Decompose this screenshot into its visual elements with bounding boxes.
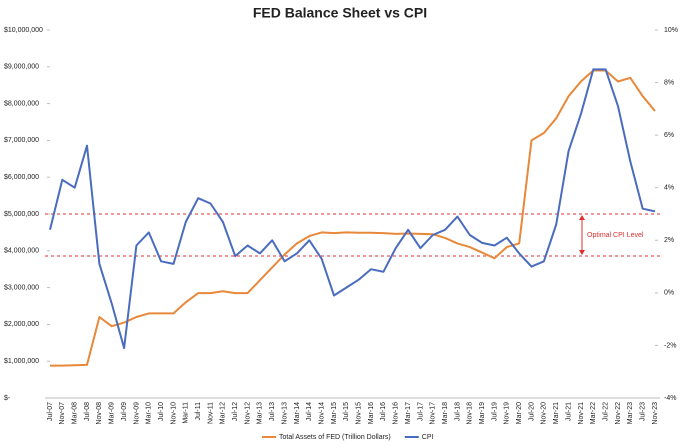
x-tick-label: Mar-17 <box>405 402 412 424</box>
x-tick-label: Nov-09 <box>133 402 140 425</box>
x-tick-label: Jul-19 <box>491 402 498 421</box>
y2-tick-label: -2% <box>664 342 676 349</box>
x-tick-label: Mar-08 <box>72 402 79 424</box>
series-line <box>49 68 656 350</box>
arrow-head <box>579 250 585 256</box>
x-tick-label: Nov-19 <box>504 402 511 425</box>
y-tick-label: $10,000,000 <box>4 27 43 34</box>
x-tick-label: Jul-22 <box>602 402 609 421</box>
y-tick-label: $4,000,000 <box>4 248 39 255</box>
y-tick-label: $1,000,000 <box>4 358 39 365</box>
x-tick-label: Mar-22 <box>590 402 597 424</box>
x-tick-label: Mar-12 <box>220 402 227 424</box>
x-tick-label: Nov-10 <box>170 402 177 425</box>
x-tick-label: Nov-13 <box>281 402 288 425</box>
y-tick-label: $5,000,000 <box>4 211 39 218</box>
y-tick-label: $- <box>4 395 11 402</box>
x-tick-label: Nov-18 <box>467 402 474 425</box>
legend-label: CPI <box>422 434 434 441</box>
x-tick-label: Jul-13 <box>269 402 276 421</box>
chart-title: FED Balance Sheet vs CPI <box>253 5 427 21</box>
y-tick-label: $3,000,000 <box>4 284 39 291</box>
x-tick-label: Mar-10 <box>146 402 153 424</box>
x-tick-label: Jul-11 <box>195 402 202 421</box>
x-tick-label: Nov-22 <box>615 402 622 425</box>
x-tick-label: Mar-09 <box>109 402 116 424</box>
x-tick-label: Jul-15 <box>343 402 350 421</box>
x-tick-label: Nov-11 <box>207 402 214 424</box>
x-tick-label: Jul-17 <box>417 402 424 421</box>
x-tick-label: Mar-16 <box>368 402 375 424</box>
arrow-head <box>579 215 585 220</box>
x-tick-label: Mar-14 <box>294 402 301 424</box>
y2-tick-label: 10% <box>664 27 678 34</box>
legend-label: Total Assets of FED (Trillion Dollars) <box>279 434 391 441</box>
x-tick-label: Nov-08 <box>96 402 103 425</box>
y-tick-label: $6,000,000 <box>4 174 39 181</box>
x-tick-label: Jul-21 <box>565 402 572 421</box>
x-tick-label: Jul-14 <box>306 402 313 421</box>
x-tick-label: Mar-21 <box>553 402 560 424</box>
y-tick-label: $7,000,000 <box>4 137 39 144</box>
y2-tick-label: 2% <box>664 237 674 244</box>
x-tick-label: Mar-15 <box>331 402 338 424</box>
x-tick-label: Jul-07 <box>47 402 54 421</box>
x-tick-label: Jul-20 <box>528 402 535 421</box>
x-tick-label: Mar-19 <box>479 402 486 424</box>
annotation: Optimal CPI Level <box>587 232 644 239</box>
x-tick-label: Mar-18 <box>442 402 449 424</box>
y2-tick-label: 8% <box>664 79 674 86</box>
y2-tick-label: -4% <box>664 395 676 402</box>
y-tick-label: $8,000,000 <box>4 100 39 107</box>
x-tick-label: Mar-23 <box>627 402 634 424</box>
x-tick-label: Nov-20 <box>541 402 548 425</box>
x-tick-label: Nov-12 <box>244 402 251 425</box>
series-line <box>50 69 656 367</box>
x-tick-label: Jul-09 <box>121 402 128 421</box>
x-tick-label: Jul-12 <box>232 402 239 421</box>
y-tick-label: $9,000,000 <box>4 64 39 71</box>
x-tick-label: Nov-21 <box>578 402 585 425</box>
x-tick-label: Mar-13 <box>257 402 264 424</box>
x-tick-label: Nov-15 <box>356 402 363 425</box>
x-tick-label: Jul-10 <box>158 402 165 421</box>
x-tick-label: Jul-16 <box>380 402 387 421</box>
x-tick-label: Nov-16 <box>393 402 400 425</box>
y2-tick-label: 0% <box>664 290 674 297</box>
x-tick-label: Mar-11 <box>183 402 190 424</box>
y2-tick-label: 4% <box>664 185 674 192</box>
x-tick-label: Nov-17 <box>430 402 437 425</box>
x-tick-label: Jul-08 <box>84 402 91 421</box>
x-tick-label: Nov-07 <box>59 402 66 425</box>
x-tick-label: Jul-23 <box>639 402 646 421</box>
x-tick-label: Jul-18 <box>454 402 461 421</box>
x-tick-label: Nov-14 <box>318 402 325 425</box>
y-tick-label: $2,000,000 <box>4 321 39 328</box>
x-tick-label: Mar-20 <box>516 402 523 424</box>
y2-tick-label: 6% <box>664 132 674 139</box>
x-tick-label: Nov-23 <box>652 402 659 425</box>
